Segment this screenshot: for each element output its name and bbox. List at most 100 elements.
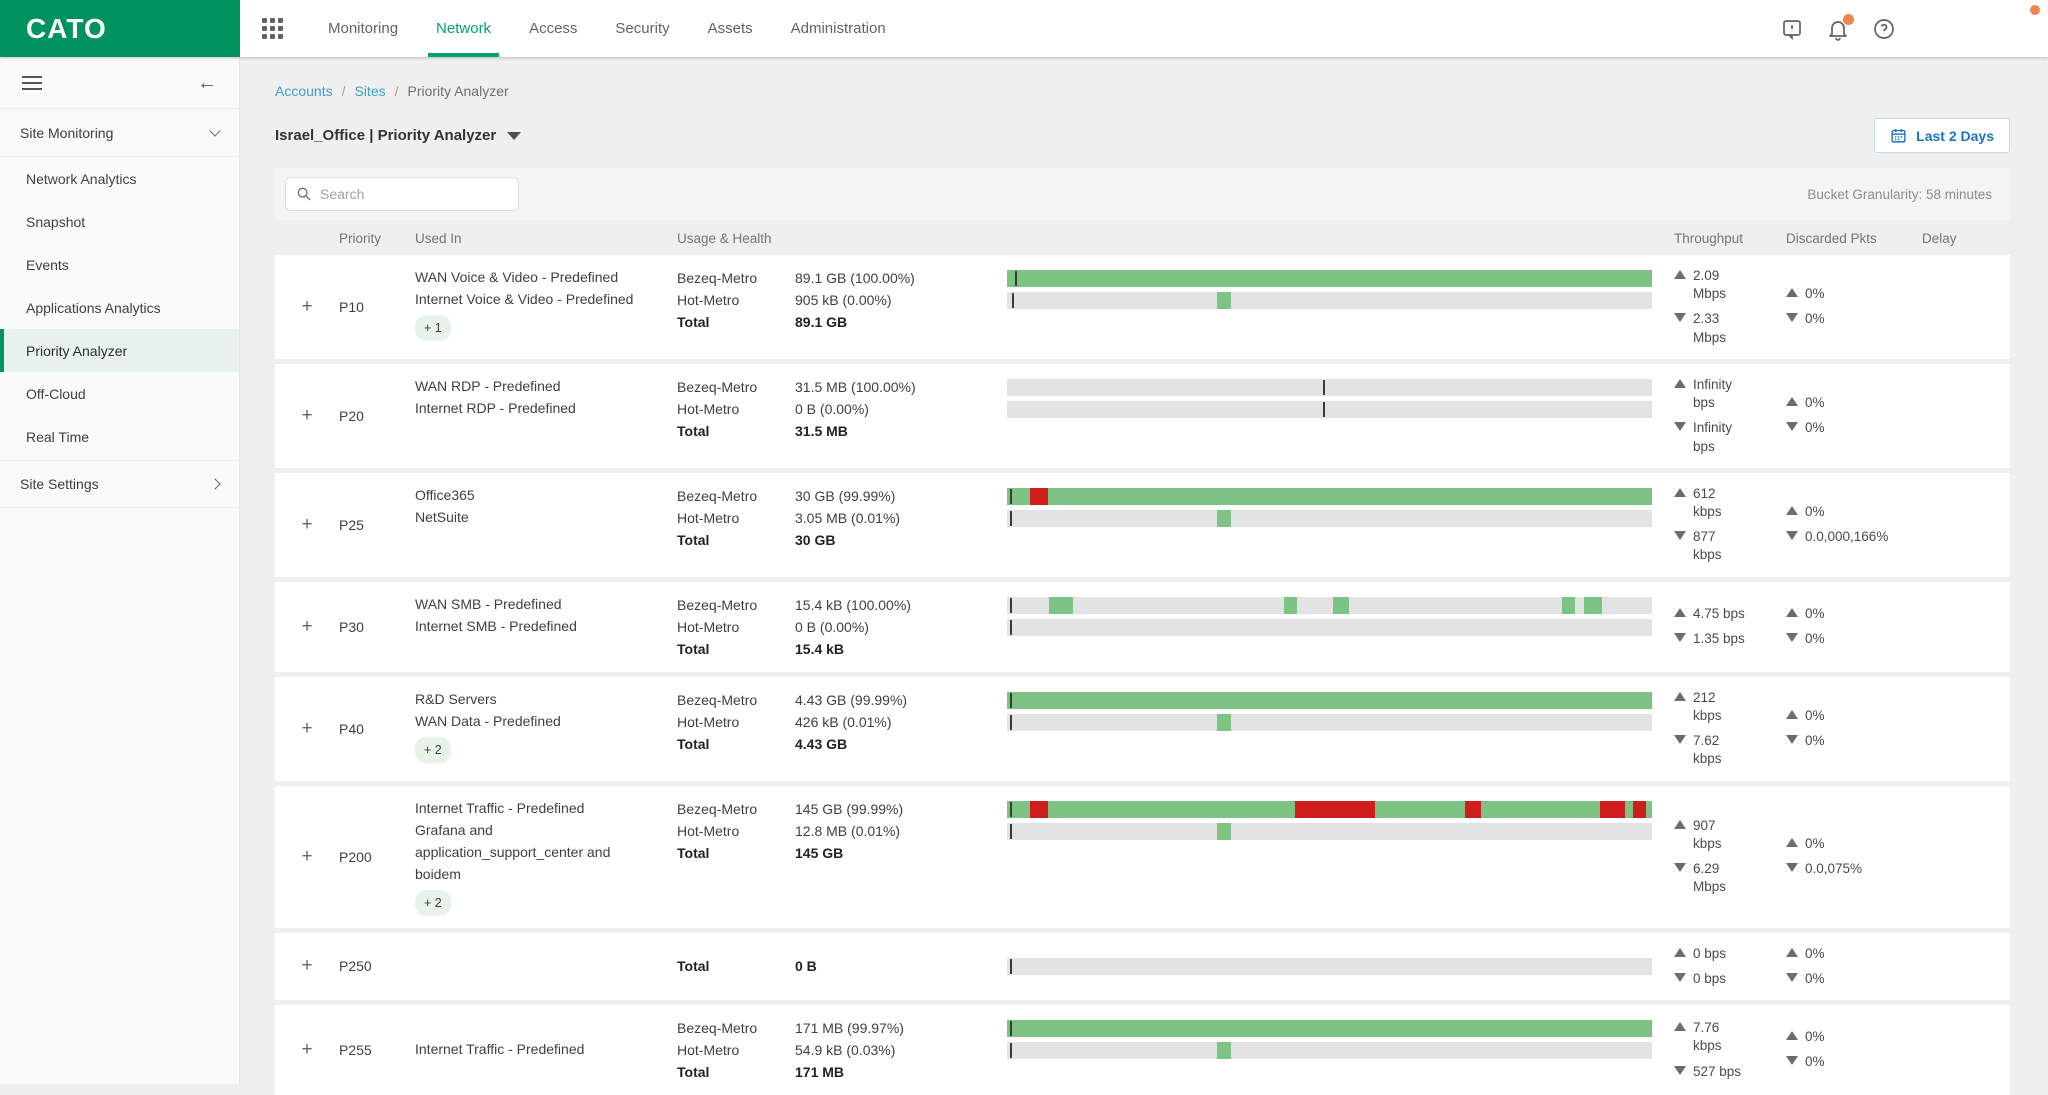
- expand-row-button[interactable]: +: [296, 718, 318, 740]
- used-in-cell: WAN Voice & Video - Predefined Internet …: [415, 267, 677, 341]
- more-items-badge[interactable]: + 2: [415, 890, 451, 916]
- priority-label: P200: [339, 849, 415, 865]
- used-in-cell: WAN RDP - Predefined Internet RDP - Pred…: [415, 376, 677, 420]
- help-icon[interactable]: [1872, 17, 1896, 41]
- nav-network[interactable]: Network: [417, 0, 510, 57]
- site-selector[interactable]: Israel_Office | Priority Analyzer: [275, 127, 521, 144]
- priority-label: P25: [339, 517, 415, 533]
- throughput-cell: 2.09 Mbps 2.33 Mbps: [1674, 267, 1786, 347]
- health-bars: [1007, 958, 1674, 975]
- health-bars: [1007, 1017, 1674, 1059]
- priority-label: P20: [339, 408, 415, 424]
- download-arrow-icon: [1786, 422, 1798, 431]
- used-in-cell: WAN SMB - Predefined Internet SMB - Pred…: [415, 594, 677, 638]
- nav-access[interactable]: Access: [510, 0, 596, 57]
- sidebar-section-site-monitoring[interactable]: Site Monitoring: [0, 109, 239, 157]
- upload-arrow-icon: [1674, 488, 1686, 497]
- header-delay: Delay: [1922, 231, 2010, 246]
- upload-arrow-icon: [1786, 1031, 1798, 1040]
- more-items-badge[interactable]: + 2: [415, 737, 451, 763]
- priority-label: P10: [339, 299, 415, 315]
- dropdown-caret-icon: [507, 132, 521, 140]
- search-icon: [296, 186, 312, 202]
- table-row: + P30 WAN SMB - Predefined Internet SMB …: [275, 582, 2010, 672]
- discarded-cell: 0% 0%: [1786, 605, 1922, 648]
- health-bars: [1007, 376, 1674, 418]
- health-bars: [1007, 798, 1674, 840]
- time-range-button[interactable]: Last 2 Days: [1874, 118, 2010, 153]
- sidebar-item-priority-analyzer[interactable]: Priority Analyzer: [0, 329, 239, 372]
- table-row: + P250 Total 0 B 0 bps 0 bps 0% 0%: [275, 933, 2010, 1000]
- sidebar-item-site-settings[interactable]: Site Settings: [0, 460, 239, 508]
- throughput-cell: 212 kbps 7.62 kbps: [1674, 689, 1786, 769]
- notifications-bell-icon[interactable]: [1826, 17, 1850, 41]
- cato-logo[interactable]: CATO: [0, 0, 240, 57]
- apps-grid-icon[interactable]: [262, 18, 283, 39]
- throughput-cell: 907 kbps 6.29 Mbps: [1674, 817, 1786, 897]
- throughput-cell: 4.75 bps 1.35 bps: [1674, 605, 1786, 648]
- upload-arrow-icon: [1674, 948, 1686, 957]
- sidebar-item-snapshot[interactable]: Snapshot: [0, 200, 239, 243]
- bucket-granularity-label: Bucket Granularity: 58 minutes: [1807, 187, 1992, 202]
- feedback-icon[interactable]: [1780, 17, 1804, 41]
- sidebar-item-real-time[interactable]: Real Time: [0, 415, 239, 458]
- top-bar: CATO Monitoring Network Access Security …: [0, 0, 2048, 57]
- menu-icon[interactable]: [22, 72, 42, 94]
- header-usage-health: Usage & Health: [677, 231, 1007, 246]
- sidebar: ← Site Monitoring Network Analytics Snap…: [0, 57, 240, 1084]
- main-content: Accounts / Sites / Priority Analyzer Isr…: [240, 57, 2048, 1084]
- header-priority: Priority: [339, 231, 415, 246]
- notification-badge: [1843, 14, 1854, 25]
- upload-arrow-icon: [1674, 692, 1686, 701]
- download-arrow-icon: [1674, 422, 1686, 431]
- sidebar-item-events[interactable]: Events: [0, 243, 239, 286]
- usage-bar: [1007, 692, 1652, 709]
- download-arrow-icon: [1786, 531, 1798, 540]
- download-arrow-icon: [1674, 973, 1686, 982]
- nav-security[interactable]: Security: [596, 0, 688, 57]
- expand-row-button[interactable]: +: [296, 405, 318, 427]
- top-nav: Monitoring Network Access Security Asset…: [309, 0, 905, 57]
- expand-row-button[interactable]: +: [296, 1039, 318, 1061]
- sidebar-item-network-analytics[interactable]: Network Analytics: [0, 157, 239, 200]
- discarded-cell: 0% 0%: [1786, 945, 1922, 988]
- table-row: + P25 Office365 NetSuite Bezeq-Metro Hot…: [275, 473, 2010, 577]
- priority-label: P255: [339, 1042, 415, 1058]
- chevron-right-icon: [209, 478, 220, 489]
- nav-monitoring[interactable]: Monitoring: [309, 0, 417, 57]
- expand-row-button[interactable]: +: [296, 296, 318, 318]
- discarded-cell: 0% 0%: [1786, 707, 1922, 750]
- sidebar-section-label: Site Monitoring: [20, 125, 113, 141]
- expand-row-button[interactable]: +: [296, 616, 318, 638]
- table-row: + P40 R&D Servers WAN Data - Predefined …: [275, 677, 2010, 781]
- breadcrumb-sites[interactable]: Sites: [354, 83, 385, 99]
- throughput-cell: 612 kbps 877 kbps: [1674, 485, 1786, 565]
- nav-assets[interactable]: Assets: [689, 0, 772, 57]
- header-throughput: Throughput: [1674, 231, 1786, 246]
- search-input[interactable]: [320, 186, 508, 202]
- collapse-sidebar-icon[interactable]: ←: [197, 73, 217, 93]
- table-row: + P10 WAN Voice & Video - Predefined Int…: [275, 255, 2010, 359]
- usage-bar: [1007, 801, 1652, 818]
- upload-arrow-icon: [1786, 608, 1798, 617]
- nav-administration[interactable]: Administration: [772, 0, 905, 57]
- priority-label: P30: [339, 619, 415, 635]
- breadcrumb-accounts[interactable]: Accounts: [275, 83, 333, 99]
- download-arrow-icon: [1674, 633, 1686, 642]
- expand-row-button[interactable]: +: [296, 846, 318, 868]
- header-used-in: Used In: [415, 231, 677, 246]
- usage-bar: [1007, 597, 1652, 614]
- sidebar-item-applications-analytics[interactable]: Applications Analytics: [0, 286, 239, 329]
- discarded-cell: 0% 0.0,000,166%: [1786, 503, 1922, 546]
- download-arrow-icon: [1786, 313, 1798, 322]
- sidebar-item-off-cloud[interactable]: Off-Cloud: [0, 372, 239, 415]
- upload-arrow-icon: [1786, 710, 1798, 719]
- expand-row-button[interactable]: +: [296, 514, 318, 536]
- used-in-cell: Internet Traffic - Predefined Grafana an…: [415, 798, 677, 916]
- more-items-badge[interactable]: + 1: [415, 315, 451, 341]
- throughput-cell: Infinity bps Infinity bps: [1674, 376, 1786, 456]
- priority-table: Bucket Granularity: 58 minutes Priority …: [275, 168, 2010, 1095]
- upload-arrow-icon: [1674, 1022, 1686, 1031]
- expand-row-button[interactable]: +: [296, 955, 318, 977]
- table-row: + P200 Internet Traffic - Predefined Gra…: [275, 786, 2010, 928]
